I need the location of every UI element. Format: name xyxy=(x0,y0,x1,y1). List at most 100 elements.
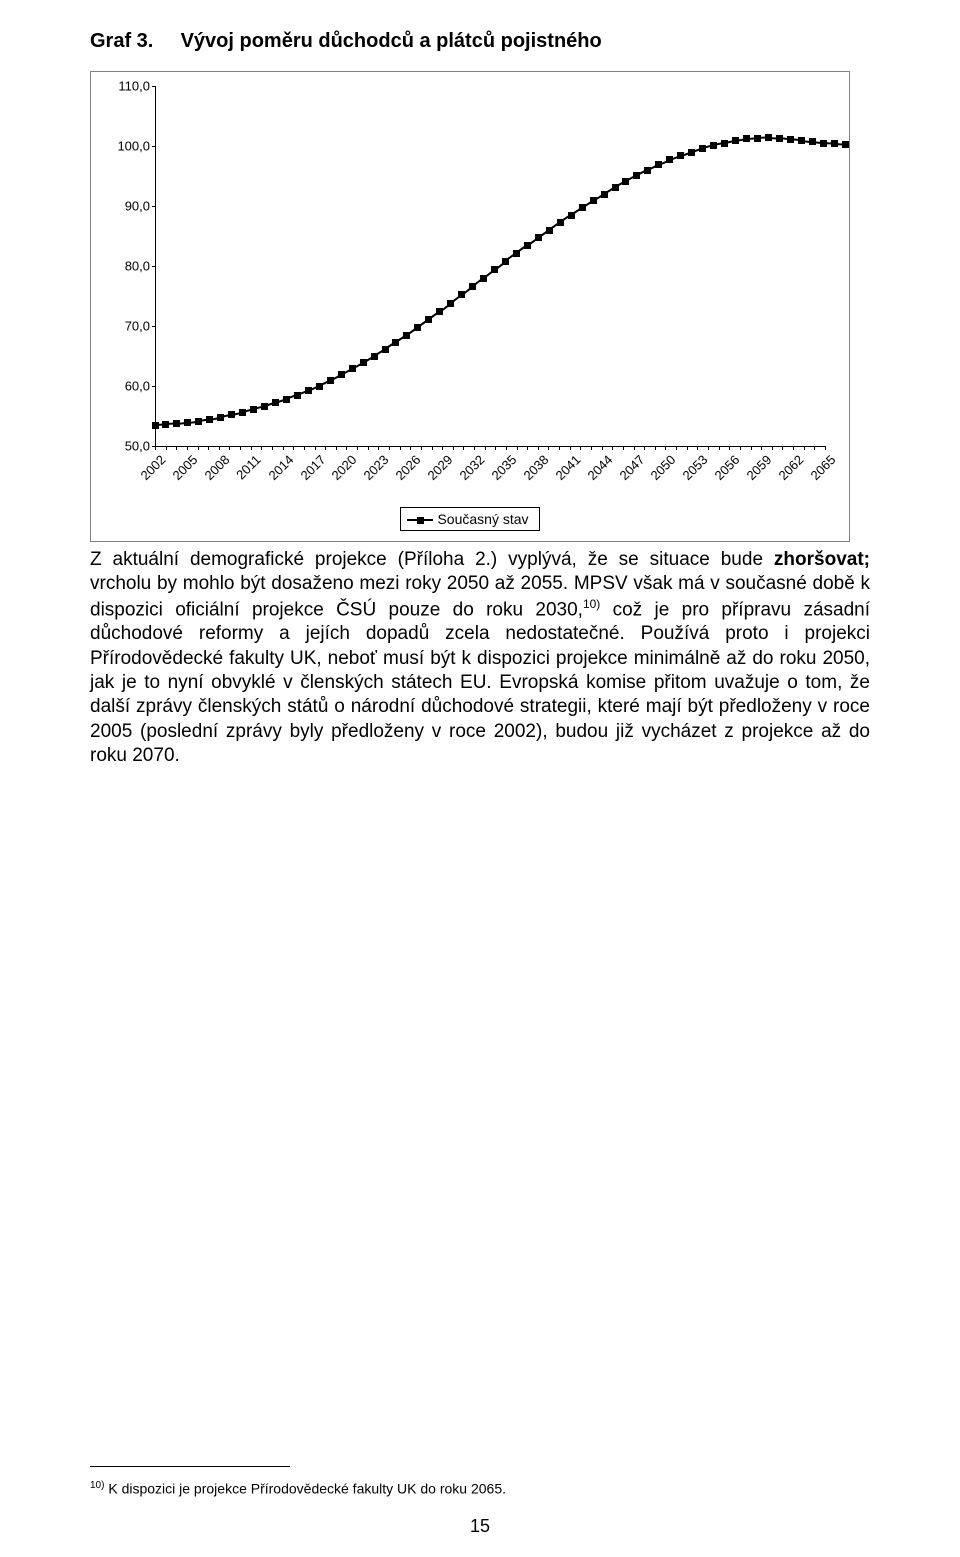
y-tick-mark xyxy=(152,266,155,267)
series-marker xyxy=(283,396,290,403)
series-marker xyxy=(371,353,378,360)
series-marker xyxy=(831,140,838,147)
series-marker xyxy=(743,135,750,142)
series-marker xyxy=(557,219,564,226)
footnote: 10) K dispozici je projekce Přírodovědec… xyxy=(90,1480,870,1497)
series-marker xyxy=(305,387,312,394)
series-marker xyxy=(414,324,421,331)
series-marker xyxy=(754,135,761,142)
x-tick-label: 2002 xyxy=(137,452,168,483)
series-marker xyxy=(392,339,399,346)
y-tick-mark xyxy=(152,146,155,147)
x-tick-label: 2059 xyxy=(744,452,775,483)
series-marker xyxy=(173,420,180,427)
series-marker xyxy=(579,204,586,211)
series-marker xyxy=(250,406,257,413)
x-tick-label: 2029 xyxy=(425,452,456,483)
y-tick-label: 90,0 xyxy=(105,199,150,214)
chart-title-text: Vývoj poměru důchodců a plátců pojistnéh… xyxy=(181,30,602,52)
body-paragraph: Z aktuální demografické projekce (Příloh… xyxy=(90,548,870,768)
x-tick-label: 2056 xyxy=(712,452,743,483)
series-marker xyxy=(622,178,629,185)
series-marker xyxy=(666,156,673,163)
body-rest-2: což je pro přípravu zásadní důchodové re… xyxy=(90,599,870,766)
x-tick-label: 2017 xyxy=(297,452,328,483)
series-marker xyxy=(316,383,323,390)
x-tick-label: 2032 xyxy=(457,452,488,483)
series-marker xyxy=(425,316,432,323)
series-marker xyxy=(535,234,542,241)
series-marker xyxy=(338,371,345,378)
series-marker xyxy=(612,184,619,191)
x-tick-label: 2026 xyxy=(393,452,424,483)
series-marker xyxy=(206,416,213,423)
series-marker xyxy=(513,250,520,257)
x-tick-label: 2041 xyxy=(552,452,583,483)
x-tick-mark xyxy=(825,446,826,450)
series-marker xyxy=(195,418,202,425)
series-marker xyxy=(480,275,487,282)
legend-label: Současný stav xyxy=(437,511,528,527)
chart-legend: Současný stav xyxy=(400,507,539,531)
series-marker xyxy=(809,138,816,145)
series-marker xyxy=(776,135,783,142)
x-tick-label: 2050 xyxy=(648,452,679,483)
chart-title-label: Graf 3. xyxy=(90,30,175,53)
series-marker xyxy=(349,365,356,372)
series-marker xyxy=(568,212,575,219)
series-marker xyxy=(184,419,191,426)
y-tick-label: 110,0 xyxy=(105,79,150,94)
series-marker xyxy=(327,377,334,384)
x-tick-label: 2023 xyxy=(361,452,392,483)
series-marker xyxy=(152,422,159,429)
series-marker xyxy=(765,134,772,141)
x-tick-label: 2011 xyxy=(233,452,263,482)
chart-plot-area: 50,060,070,080,090,0100,0110,0 xyxy=(155,86,825,447)
y-tick-mark xyxy=(152,206,155,207)
series-marker xyxy=(272,399,279,406)
x-tick-label: 2005 xyxy=(169,452,200,483)
series-marker xyxy=(447,300,454,307)
series-marker xyxy=(798,137,805,144)
series-marker xyxy=(382,346,389,353)
series-marker xyxy=(601,191,608,198)
y-tick-mark xyxy=(152,386,155,387)
series-marker xyxy=(458,291,465,298)
series-marker xyxy=(239,409,246,416)
series-marker xyxy=(590,197,597,204)
x-tick-label: 2047 xyxy=(616,452,647,483)
series-marker xyxy=(732,137,739,144)
x-axis-labels: 2002200520082011201420172020202320262029… xyxy=(155,447,825,497)
chart-title: Graf 3. Vývoj poměru důchodců a plátců p… xyxy=(90,30,870,53)
y-tick-mark xyxy=(152,86,155,87)
series-marker xyxy=(294,392,301,399)
series-marker xyxy=(502,258,509,265)
series-marker xyxy=(710,142,717,149)
x-tick-label: 2062 xyxy=(776,452,807,483)
body-lead: Z aktuální demografické projekce (Příloh… xyxy=(90,549,774,570)
y-tick-label: 50,0 xyxy=(105,439,150,454)
series-marker xyxy=(677,152,684,159)
series-marker xyxy=(261,403,268,410)
series-marker xyxy=(655,161,662,168)
body-bold: zhoršovat; xyxy=(774,549,870,570)
y-tick-label: 80,0 xyxy=(105,259,150,274)
footnote-rule xyxy=(90,1466,290,1467)
series-marker xyxy=(787,136,794,143)
x-tick-label: 2035 xyxy=(488,452,519,483)
x-tick-label: 2014 xyxy=(265,452,296,483)
series-marker xyxy=(842,141,849,148)
series-marker xyxy=(436,308,443,315)
legend-marker-icon xyxy=(407,514,433,526)
footnote-text: K dispozici je projekce Přírodovědecké f… xyxy=(104,1481,506,1497)
x-tick-label: 2053 xyxy=(680,452,711,483)
series-marker xyxy=(403,332,410,339)
x-tick-label: 2065 xyxy=(807,452,838,483)
series-marker xyxy=(524,242,531,249)
y-tick-label: 100,0 xyxy=(105,139,150,154)
chart-container: 50,060,070,080,090,0100,0110,0 200220052… xyxy=(90,71,850,542)
series-marker xyxy=(217,414,224,421)
page-number: 15 xyxy=(0,1516,960,1537)
series-marker xyxy=(633,172,640,179)
y-tick-label: 70,0 xyxy=(105,319,150,334)
